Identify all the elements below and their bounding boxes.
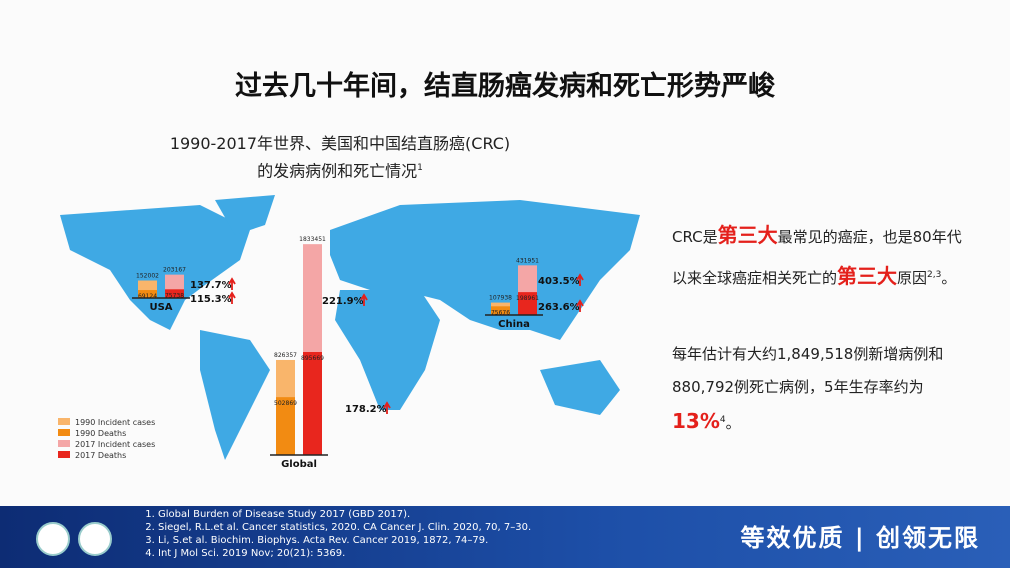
change-label: 221.9% — [322, 296, 364, 307]
reference: Int J Mol Sci. 2019 Nov; 20(21): 5369. — [158, 547, 531, 560]
text: 。 — [725, 414, 741, 432]
up-arrow — [228, 291, 236, 304]
fact-2: 每年估计有大约1,849,518例新增病例和880,792例死亡病例，5年生存率… — [672, 338, 962, 440]
region-label: China — [498, 319, 530, 330]
value-label: 69124 — [138, 293, 157, 300]
footnote: 2,3 — [927, 270, 942, 280]
map-title: 1990-2017年世界、美国和中国结直肠癌(CRC) 的发病病例和死亡情况1 — [140, 132, 540, 183]
value-label: 826357 — [274, 352, 297, 359]
bar — [518, 292, 537, 315]
region-label: USA — [149, 302, 172, 313]
region-label: Global — [281, 459, 317, 470]
value-label: 198961 — [516, 295, 539, 302]
value-label: 502869 — [274, 400, 297, 407]
value-label: 75676 — [491, 309, 510, 316]
footnote: 4 — [719, 415, 726, 425]
change-label: 403.5% — [538, 276, 580, 287]
up-arrow — [228, 277, 236, 290]
value-label: 107938 — [489, 295, 512, 302]
highlight: 第三大 — [717, 223, 778, 247]
reference: Li, S.et al. Biochim. Biophys. Acta Rev.… — [158, 534, 531, 547]
up-arrow — [576, 299, 584, 312]
slide-title: 过去几十年间，结直肠癌发病和死亡形势严峻 — [235, 71, 775, 102]
up-arrow — [360, 293, 368, 306]
bar — [276, 397, 295, 455]
map: 152002 69124 203167 75738 USA 137.7% 115.3% 826… — [58, 195, 640, 470]
change-label: 115.3% — [190, 294, 232, 305]
slogan-part: 创领无限 — [876, 524, 980, 552]
legend-swatch — [58, 451, 70, 458]
bar — [138, 290, 157, 298]
legend-label: 2017 Incident cases — [75, 440, 155, 449]
up-arrow — [576, 273, 584, 286]
bar — [303, 351, 322, 455]
text: 最常见的癌症，也是80年代以来全球癌症相关死亡的 — [672, 228, 962, 287]
value-label: 203167 — [163, 267, 186, 274]
legend-swatch — [58, 440, 70, 447]
value-label: 895669 — [301, 355, 324, 362]
change-label: 178.2% — [345, 404, 387, 415]
highlight: 第三大 — [837, 264, 898, 288]
footnote: 1 — [417, 163, 423, 173]
legend-label: 1990 Deaths — [75, 429, 126, 438]
icon — [36, 522, 70, 556]
value-label: 1833451 — [299, 236, 326, 243]
map-title-line: 的发病病例和死亡情况 — [257, 161, 418, 181]
map-title-line: 1990-2017年世界、美国和中国结直肠癌(CRC) — [169, 134, 511, 153]
bar — [165, 289, 184, 298]
text: 。 — [941, 269, 957, 287]
value-label: 75738 — [165, 292, 184, 299]
reference: Siegel, R.L.et al. Cancer statistics, 20… — [158, 521, 531, 534]
icon — [78, 522, 112, 556]
slogan-part: 等效优质 — [740, 524, 845, 552]
fact-1: CRC是第三大最常见的癌症，也是80年代以来全球癌症相关死亡的第三大原因2,3。 — [672, 216, 962, 297]
bar — [491, 306, 510, 315]
legend-swatch — [58, 429, 70, 436]
text: CRC是 — [672, 228, 718, 246]
value-label: 431951 — [516, 257, 539, 264]
references: Global Burden of Disease Study 2017 (GBD… — [140, 508, 531, 560]
reference: Global Burden of Disease Study 2017 (GBD… — [158, 508, 531, 521]
value-label: 152002 — [136, 273, 159, 280]
up-arrow — [383, 401, 391, 414]
change-label: 263.6% — [538, 302, 580, 313]
text: 每年估计有大约1,849,518例新增病例和880,792例死亡病例，5年生存率… — [672, 345, 944, 396]
change-label: 137.7% — [190, 280, 232, 291]
legend-label: 2017 Deaths — [75, 451, 126, 460]
footer — [0, 506, 1010, 568]
continents — [60, 195, 640, 460]
slogan: 等效优质 | 创领无限 — [740, 524, 980, 552]
text: 原因 — [897, 269, 928, 287]
legend-label: 1990 Incident cases — [75, 418, 155, 427]
highlight: 13% — [672, 409, 720, 433]
legend-swatch — [58, 418, 70, 425]
